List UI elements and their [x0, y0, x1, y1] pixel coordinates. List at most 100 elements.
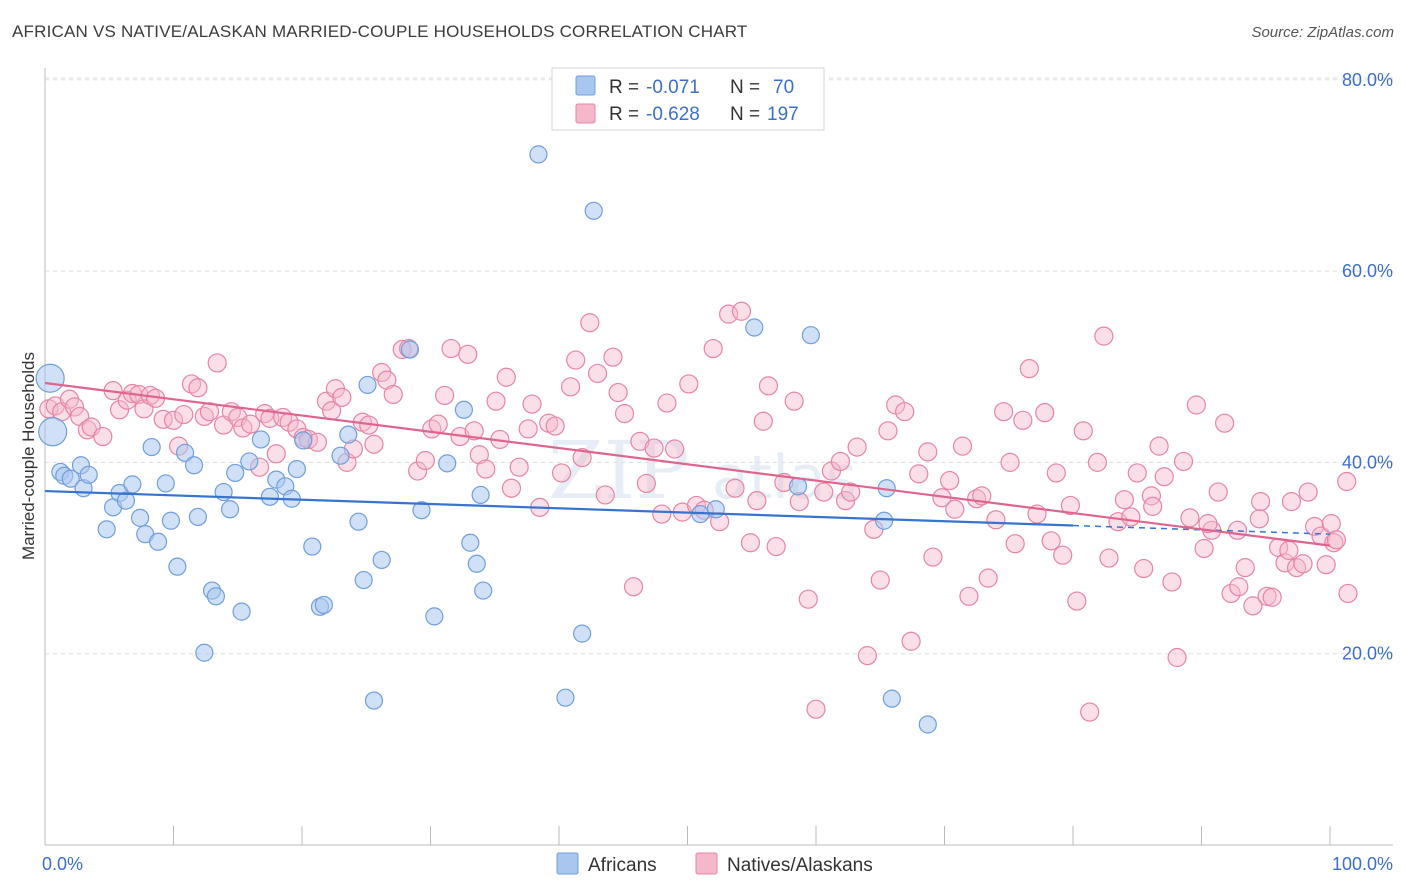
natives-point — [587, 363, 608, 384]
africans-point — [349, 512, 368, 531]
natives-point — [1338, 583, 1358, 604]
africans-point — [232, 602, 251, 621]
africans-point — [801, 326, 820, 345]
natives-point — [241, 414, 261, 434]
africans-point — [195, 643, 214, 662]
natives-point — [623, 577, 644, 597]
legend-natives-n-label: N = — [730, 104, 760, 125]
legend-africans-n-label: N = — [730, 77, 760, 98]
natives-point — [725, 478, 745, 498]
natives-point — [188, 378, 208, 398]
natives-point — [364, 434, 384, 454]
africans-point — [354, 570, 373, 590]
africans-point — [251, 430, 270, 449]
africans-point — [529, 145, 548, 164]
legend-natives-n-value: 197 — [767, 104, 799, 125]
africans-point — [79, 465, 98, 484]
natives-point — [940, 470, 960, 491]
legend-swatch-africans — [575, 75, 596, 96]
natives-point — [408, 461, 428, 481]
africans-point — [260, 487, 279, 506]
africans-point — [294, 431, 313, 450]
africans-point — [584, 201, 603, 220]
africans-point — [175, 443, 195, 462]
y-tick-label: 40.0% — [1342, 452, 1393, 472]
natives-point — [580, 313, 600, 333]
natives-point — [1326, 530, 1347, 550]
africans-point — [412, 501, 431, 520]
africans-point — [358, 375, 377, 395]
natives-point — [636, 473, 656, 494]
africans-point — [303, 537, 322, 556]
africans-point — [339, 425, 358, 444]
natives-point — [383, 384, 403, 405]
africans-point — [97, 520, 116, 539]
trend-lines — [44, 381, 1331, 547]
natives-point — [1143, 496, 1163, 516]
natives-point — [652, 504, 672, 524]
africans-point — [35, 363, 65, 393]
natives-point — [1293, 554, 1313, 574]
africans-point — [706, 500, 725, 519]
natives-point — [476, 459, 496, 479]
bottom-legend-africans: Africans — [588, 855, 657, 876]
natives-point — [1041, 531, 1061, 551]
africans-point — [425, 607, 444, 626]
natives-point — [163, 410, 184, 430]
natives-point — [1249, 509, 1269, 529]
natives-point — [878, 421, 898, 441]
natives-point — [1149, 436, 1169, 456]
natives-point — [1173, 451, 1194, 472]
gridlines — [45, 77, 1393, 655]
africans-point — [438, 454, 457, 473]
natives-point — [806, 699, 826, 719]
legend-africans-n-value: 70 — [773, 77, 794, 98]
natives-point — [518, 419, 538, 439]
natives-point — [207, 353, 227, 373]
natives-point — [959, 586, 979, 606]
africans-point — [240, 452, 259, 471]
natives-point — [1298, 482, 1318, 502]
africans-point — [130, 508, 150, 527]
natives-point — [1262, 587, 1282, 607]
natives-point — [945, 499, 965, 519]
natives-point — [1316, 555, 1336, 575]
africans-point — [745, 318, 764, 337]
natives-point — [595, 485, 615, 505]
natives-point — [603, 347, 623, 367]
watermark-atlas: atlas — [712, 443, 857, 513]
africans-point — [461, 533, 480, 552]
natives-point — [1046, 463, 1066, 483]
natives-point — [1279, 540, 1299, 560]
africans-points — [35, 145, 937, 734]
natives-point — [1073, 421, 1093, 441]
natives-point — [978, 568, 998, 588]
natives-point — [1000, 452, 1020, 472]
natives-point — [501, 478, 522, 498]
natives-point — [428, 414, 448, 434]
natives-point — [1221, 583, 1241, 604]
watermark-zip: ZIP — [548, 424, 689, 517]
natives-point — [435, 385, 455, 406]
africans-point — [918, 715, 937, 734]
africans-trend-line-extension — [1072, 524, 1331, 535]
natives-point — [1141, 486, 1161, 506]
y-axis-tick-labels: 20.0% 40.0% 60.0% 80.0% — [1342, 70, 1393, 664]
legend-swatch-natives — [575, 103, 596, 124]
natives-point — [1208, 482, 1228, 502]
natives-point — [174, 404, 194, 425]
natives-point — [332, 387, 352, 407]
natives-point — [870, 570, 890, 590]
africans-point — [788, 477, 808, 496]
bottom-legend-natives: Natives/Alaskans — [727, 855, 873, 876]
natives-point — [766, 536, 786, 557]
natives-point — [560, 377, 581, 397]
natives-point — [986, 510, 1006, 530]
natives-point — [1215, 413, 1235, 433]
africans-point — [573, 624, 592, 643]
natives-point — [551, 463, 572, 483]
top-legend: R = -0.071 N = 70 R = -0.628 N = 197 — [551, 67, 825, 131]
bottom-legend: Africans Natives/Alaskans — [556, 852, 873, 876]
africans-point — [556, 688, 575, 707]
legend-natives-r-label: R = — [609, 104, 639, 125]
